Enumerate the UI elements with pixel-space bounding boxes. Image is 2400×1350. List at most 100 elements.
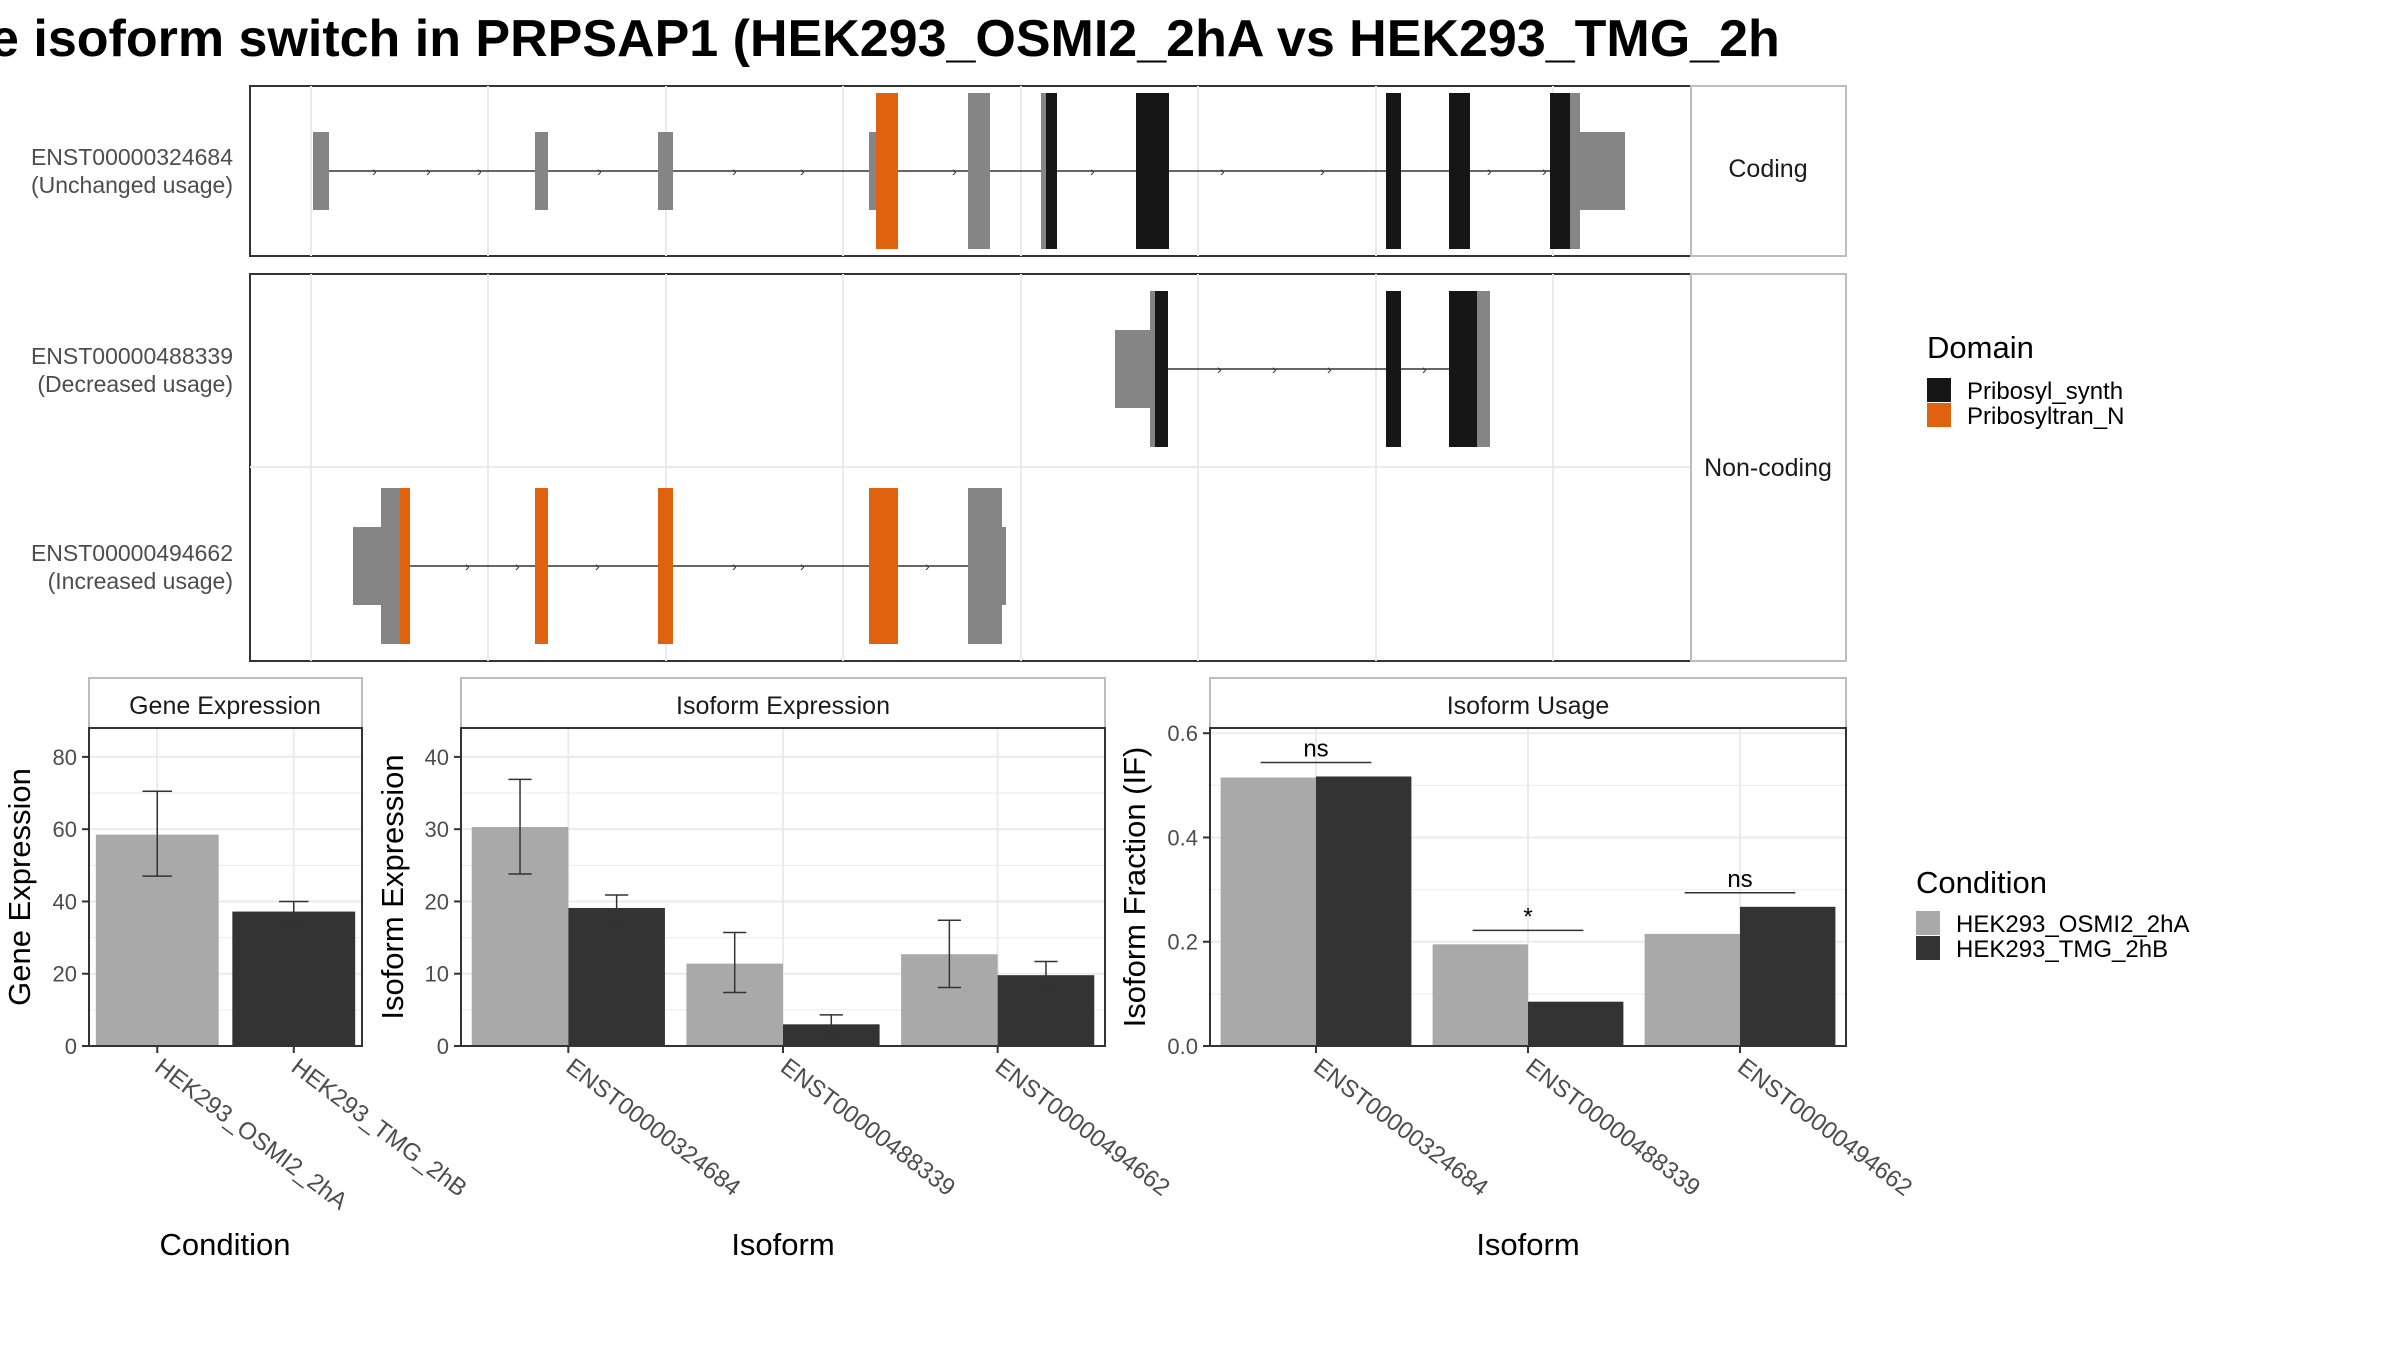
isoform-label-1-id: ENST00000324684 (31, 144, 233, 170)
y-tick-label: 0.2 (1167, 930, 1198, 955)
y-tick-label: 40 (425, 745, 449, 770)
exon (1477, 291, 1490, 447)
legend-label-osmi2: HEK293_OSMI2_2hA (1956, 911, 2189, 938)
exon-pribosyltran-n (869, 488, 898, 644)
exon-utr (1002, 527, 1006, 605)
isoform-structure-324684: ››››››››››››› (313, 93, 1625, 249)
y-tick-label: 40 (53, 889, 77, 914)
y-tick-label: 0 (437, 1034, 449, 1059)
bar (1432, 944, 1528, 1046)
exon-pribosyl-synth (1449, 93, 1470, 249)
structure-section: Coding Non-coding ENST00000324684 (Uncha… (31, 85, 2124, 662)
legend-swatch-tmg (1916, 936, 1940, 960)
isoform-expression-bars (471, 778, 1095, 1046)
x-tick-label: ENST00000324684 (1308, 1053, 1493, 1201)
exon-pribosyl-synth (1386, 93, 1401, 249)
exon-pribosyl-synth (1449, 291, 1477, 447)
isoform-usage-ylabel: Isoform Fraction (IF) (1117, 747, 1152, 1028)
exon-pribosyl-synth (1386, 291, 1401, 447)
exon (968, 93, 990, 249)
intron-arrows: › › › › › › (465, 558, 930, 574)
exon (968, 488, 1002, 644)
facet-label-noncoding: Non-coding (1704, 454, 1832, 482)
significance-label: ns (1303, 735, 1328, 762)
y-tick-label: 30 (425, 817, 449, 842)
x-tick-label: ENST00000488339 (1520, 1053, 1705, 1201)
exon-pribosyltran-n (876, 93, 898, 249)
domain-legend-title: Domain (1927, 330, 2034, 365)
y-tick-label: 20 (425, 889, 449, 914)
gene-expression-xlabel: Condition (160, 1227, 291, 1262)
gene-expression-bars (95, 790, 356, 1046)
isoform-label-2-id: ENST00000488339 (31, 343, 233, 369)
bar (1644, 933, 1740, 1046)
isoform-label-2-usage: (Decreased usage) (37, 371, 233, 397)
bar (783, 1024, 880, 1046)
y-tick-label: 0.4 (1167, 825, 1198, 850)
exon (313, 132, 329, 210)
exon (381, 488, 400, 644)
y-tick-label: 0 (65, 1034, 77, 1059)
legend-swatch-pribosyltran-n (1927, 403, 1951, 427)
legend-label-tmg: HEK293_TMG_2hB (1956, 936, 2168, 963)
exon (535, 132, 548, 210)
isoform-expression-xlabel: Isoform (731, 1227, 834, 1262)
exon-pribosyl-synth (1155, 291, 1168, 447)
y-tick-label: 0.0 (1167, 1034, 1198, 1059)
isoform-structure-488339: › › › › (1115, 291, 1490, 447)
isoform-expression-title: Isoform Expression (676, 692, 890, 720)
exon-pribosyltran-n (400, 488, 410, 644)
exon (1150, 291, 1155, 447)
exon-pribosyltran-n (658, 488, 673, 644)
legend-label-pribosyltran-n: Pribosyltran_N (1967, 403, 2124, 430)
x-tick-label: ENST00000494662 (990, 1053, 1175, 1201)
isoform-label-3-id: ENST00000494662 (31, 540, 233, 566)
exon-utr (353, 527, 381, 605)
gene-expression-border (88, 727, 363, 1047)
exon-pribosyl-synth (1550, 93, 1570, 249)
domain-legend: Domain Pribosyl_synth Pribosyltran_N (1927, 330, 2124, 430)
isoform-expression-ylabel: Isoform Expression (375, 754, 410, 1019)
exon-utr (1115, 330, 1150, 408)
isoform-usage-bars (1220, 776, 1836, 1046)
bar (1220, 777, 1316, 1046)
exon-pribosyltran-n (535, 488, 548, 644)
condition-legend-title: Condition (1916, 865, 2047, 900)
bar (1528, 1001, 1624, 1046)
noncoding-panel-grid (250, 274, 1691, 661)
y-tick-label: 0.6 (1167, 721, 1198, 746)
isoform-usage-title: Isoform Usage (1447, 692, 1610, 720)
bar (1740, 906, 1836, 1046)
significance-label: * (1523, 903, 1532, 930)
y-tick-label: 20 (53, 962, 77, 987)
x-tick-label: ENST00000494662 (1732, 1053, 1917, 1201)
figure-title: e isoform switch in PRPSAP1 (HEK293_OSMI… (0, 10, 1780, 68)
exon (658, 132, 673, 210)
gene-expression-strip (88, 677, 363, 729)
isoform-usage-significance: ns * ns (1260, 735, 1796, 932)
isoform-usage-xlabel: Isoform (1476, 1227, 1579, 1262)
bar (232, 911, 356, 1046)
exon (1570, 93, 1580, 249)
isoform-label-3-usage: (Increased usage) (48, 568, 233, 594)
exon (869, 132, 877, 210)
bar (1316, 776, 1412, 1046)
intron-arrows: › › › › (1217, 361, 1427, 377)
legend-swatch-pribosyl-synth (1927, 378, 1951, 402)
x-tick-label: ENST00000324684 (561, 1053, 746, 1201)
isoform-label-1-usage: (Unchanged usage) (31, 172, 233, 198)
exon (1041, 93, 1046, 249)
condition-legend: Condition HEK293_OSMI2_2hA HEK293_TMG_2h… (1916, 865, 2189, 963)
noncoding-strip (1690, 273, 1847, 662)
exon-utr (1580, 132, 1625, 210)
x-tick-label: ENST00000488339 (775, 1053, 960, 1201)
y-tick-label: 60 (53, 817, 77, 842)
isoform-expression-chart: Isoform Expression 0 10 20 30 40 ENST00000324… (375, 677, 1175, 1262)
significance-label: ns (1727, 866, 1752, 893)
exon-pribosyl-synth (1136, 93, 1169, 249)
facet-label-coding: Coding (1728, 155, 1807, 183)
gene-expression-title: Gene Expression (129, 692, 321, 720)
isoform-structure-494662: › › › › › › (353, 488, 1006, 644)
y-tick-label: 80 (53, 745, 77, 770)
